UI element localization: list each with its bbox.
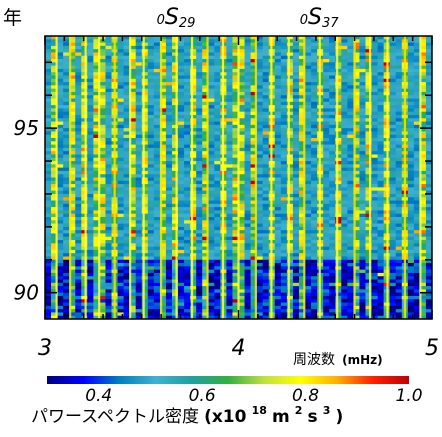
colorbar-title-exp2: 2 bbox=[295, 404, 303, 417]
colorbar-title-exp1: 18 bbox=[252, 404, 267, 417]
colorbar-tick-label: 0.6 bbox=[189, 386, 216, 406]
x-axis-ticks bbox=[44, 36, 433, 319]
colorbar-tick-label: 0.4 bbox=[85, 386, 112, 406]
colorbar bbox=[47, 376, 409, 384]
colorbar-tick-label: 1.0 bbox=[395, 386, 422, 406]
colorbar-title-main: パワースペクトル密度 bbox=[31, 407, 199, 427]
y-tick-label: 90 bbox=[14, 281, 39, 305]
x-axis-tick-labels: 3 4 5 bbox=[38, 336, 439, 361]
colorbar-tick-label: 0.8 bbox=[292, 386, 319, 406]
y-axis-tick-labels: 90 95 bbox=[14, 116, 39, 305]
x-axis-title: 周波数 (mHz) bbox=[293, 349, 383, 368]
x-tick-label: 3 bbox=[38, 336, 52, 361]
mode-lines bbox=[55, 36, 422, 319]
mode-labels: 0S29 0S37 bbox=[157, 5, 340, 31]
y-tick-label: 95 bbox=[14, 116, 39, 140]
mode-label: 0S29 bbox=[157, 5, 196, 31]
mode-label: 0S37 bbox=[300, 5, 340, 31]
colorbar-title-unit-s: s bbox=[308, 407, 318, 427]
colorbar-title-unit-close: ) bbox=[336, 407, 344, 427]
colorbar-title: パワースペクトル密度 (x10 18 m 2 s 3 ) bbox=[31, 399, 343, 427]
x-axis-title-main: 周波数 bbox=[293, 352, 335, 368]
x-tick-label: 5 bbox=[425, 336, 439, 361]
year-corner-label: 年 bbox=[3, 7, 22, 29]
y-axis-ticks bbox=[45, 61, 432, 294]
colorbar-title-exp3: 3 bbox=[323, 404, 331, 417]
x-axis-title-unit: (mHz) bbox=[342, 353, 383, 367]
colorbar-tick-labels: 0.4 0.6 0.8 1.0 bbox=[85, 386, 422, 406]
x-tick-label: 4 bbox=[232, 336, 246, 361]
colorbar-title-unit-open: (x10 bbox=[204, 407, 247, 427]
colorbar-title-unit-m: m bbox=[272, 407, 290, 427]
